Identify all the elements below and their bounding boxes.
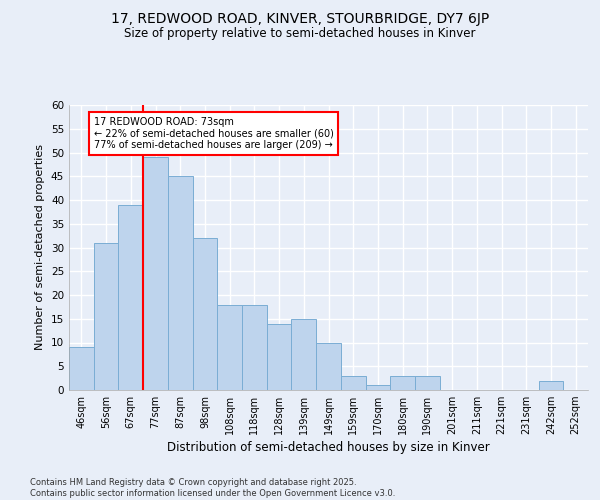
Bar <box>365 385 390 390</box>
Bar <box>292 319 316 390</box>
Bar <box>143 158 168 390</box>
Bar <box>267 324 292 390</box>
Bar <box>539 380 563 390</box>
Text: 17 REDWOOD ROAD: 73sqm
← 22% of semi-detached houses are smaller (60)
77% of sem: 17 REDWOOD ROAD: 73sqm ← 22% of semi-det… <box>94 117 334 150</box>
Bar <box>415 376 440 390</box>
Bar <box>390 376 415 390</box>
Bar <box>168 176 193 390</box>
Text: 17, REDWOOD ROAD, KINVER, STOURBRIDGE, DY7 6JP: 17, REDWOOD ROAD, KINVER, STOURBRIDGE, D… <box>111 12 489 26</box>
Bar <box>118 205 143 390</box>
Text: Contains HM Land Registry data © Crown copyright and database right 2025.
Contai: Contains HM Land Registry data © Crown c… <box>30 478 395 498</box>
Text: Size of property relative to semi-detached houses in Kinver: Size of property relative to semi-detach… <box>124 28 476 40</box>
Bar <box>193 238 217 390</box>
Bar <box>242 304 267 390</box>
Bar <box>316 342 341 390</box>
Bar <box>217 304 242 390</box>
X-axis label: Distribution of semi-detached houses by size in Kinver: Distribution of semi-detached houses by … <box>167 442 490 454</box>
Bar <box>341 376 365 390</box>
Y-axis label: Number of semi-detached properties: Number of semi-detached properties <box>35 144 46 350</box>
Bar <box>69 347 94 390</box>
Bar <box>94 243 118 390</box>
